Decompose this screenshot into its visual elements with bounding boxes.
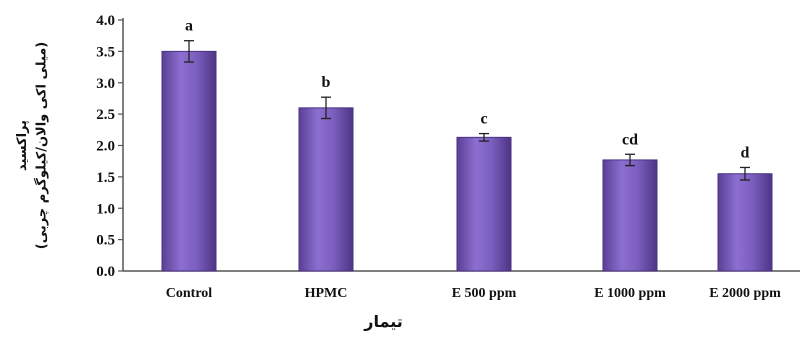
y-tick-label: 0.0	[96, 264, 115, 280]
x-axis-title-text: تیمار	[364, 312, 403, 331]
bar	[717, 173, 773, 272]
bar	[456, 136, 512, 272]
y-axis-title-line2: (میلی اکی والان/کیلوگرم چربی)	[34, 41, 50, 249]
bars	[161, 40, 773, 272]
bar	[298, 107, 354, 272]
y-tick-label: 3.0	[96, 76, 115, 92]
y-tick-label: 2.5	[96, 107, 115, 123]
category-label: HPMC	[305, 286, 348, 301]
y-tick-label: 1.5	[96, 170, 115, 186]
significance-label: b	[322, 74, 331, 91]
y-tick-label: 1.0	[96, 201, 115, 217]
x-axis-title: تیمار	[0, 312, 807, 331]
axes: 0.0 0.5 1.0 1.5 2.0 2.5 3.0 3.5 4.0	[96, 13, 800, 280]
significance-label: c	[480, 111, 487, 128]
y-tick-label: 3.5	[96, 44, 115, 60]
y-tick-label: 0.5	[96, 233, 115, 249]
bar	[602, 159, 658, 272]
y-axis-title-line1: پراکسید	[14, 119, 30, 171]
significance-label: a	[185, 18, 193, 35]
significance-label: d	[741, 144, 750, 161]
y-axis-title: پراکسید (میلی اکی والان/کیلوگرم چربی)	[0, 0, 80, 338]
y-tick-label: 2.0	[96, 139, 115, 155]
labels: a Control b HPMC c E 500 ppm cd E 1000 ppm d E 20…	[166, 18, 781, 301]
significance-label: cd	[622, 131, 638, 148]
bar	[161, 50, 217, 272]
category-label: E 2000 ppm	[709, 286, 781, 301]
category-label: Control	[166, 286, 213, 301]
category-label: E 1000 ppm	[594, 286, 666, 301]
category-label: E 500 ppm	[452, 286, 517, 301]
y-tick-label: 4.0	[96, 13, 115, 29]
